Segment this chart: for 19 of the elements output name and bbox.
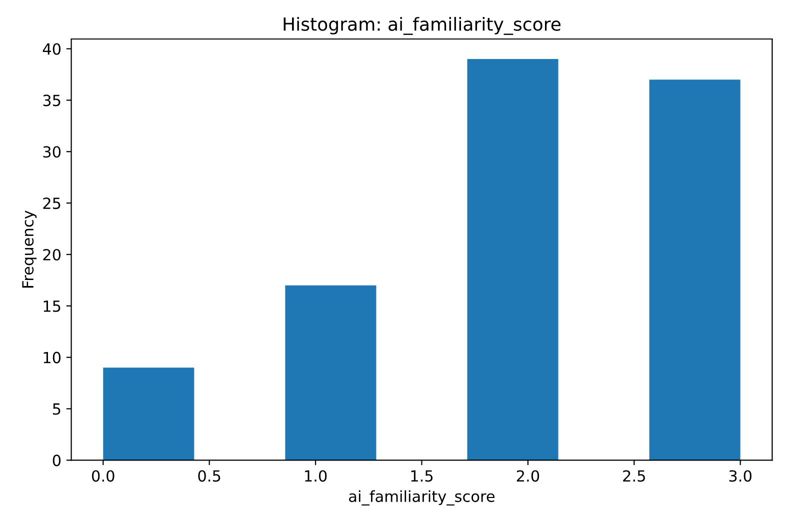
y-tick-label: 0 <box>52 454 61 466</box>
y-tick-label: 20 <box>43 248 61 261</box>
y-tick-label: 5 <box>53 403 60 415</box>
x-tick-label: 3.0 <box>729 470 752 482</box>
y-tick-label: 30 <box>43 146 61 158</box>
x-tick-label: 0.0 <box>92 470 114 482</box>
y-tick-label: 10 <box>44 352 61 364</box>
y-tick-label: 35 <box>43 94 60 106</box>
y-tick-label: 15 <box>44 300 60 312</box>
x-tick-label: 1.0 <box>305 470 327 482</box>
x-tick-label: 1.5 <box>411 470 433 482</box>
x-tick-label: 0.5 <box>198 470 220 482</box>
chart-title: Histogram: ai_familiarity_score <box>284 16 561 35</box>
y-tick-label: 25 <box>43 198 60 210</box>
y-axis-title: Frequency <box>22 210 37 288</box>
x-tick-label: 2.0 <box>516 470 540 482</box>
x-tick-label: 2.5 <box>623 470 645 482</box>
y-tick-label: 40 <box>42 43 61 55</box>
x-axis-title: ai_familiarity_score <box>349 490 495 506</box>
